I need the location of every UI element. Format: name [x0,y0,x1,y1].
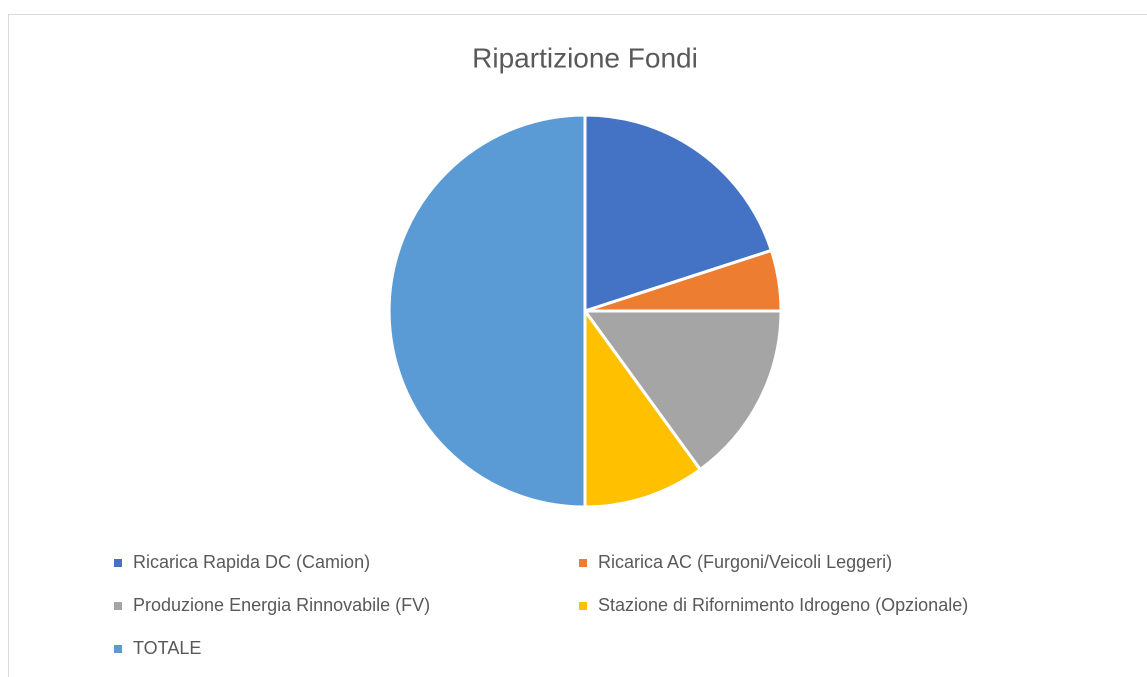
legend-marker [114,559,122,567]
pie-slice [583,113,773,313]
legend-label: Ricarica AC (Furgoni/Veicoli Leggeri) [598,552,892,572]
legend-label: Ricarica Rapida DC (Camion) [133,552,370,572]
pie-slice [583,309,702,509]
legend-label: Stazione di Rifornimento Idrogeno (Opzio… [598,595,968,615]
chart-border [8,14,1147,677]
legend-marker [579,602,587,610]
legend-marker [114,602,122,610]
pie-slice [387,113,587,509]
pie-slice [583,309,783,472]
legend-marker [114,645,122,653]
chart-title: Ripartizione Fondi [472,42,698,73]
legend-marker [579,559,587,567]
legend-label: Produzione Energia Rinnovabile (FV) [133,595,430,615]
legend-label: TOTALE [133,638,201,658]
